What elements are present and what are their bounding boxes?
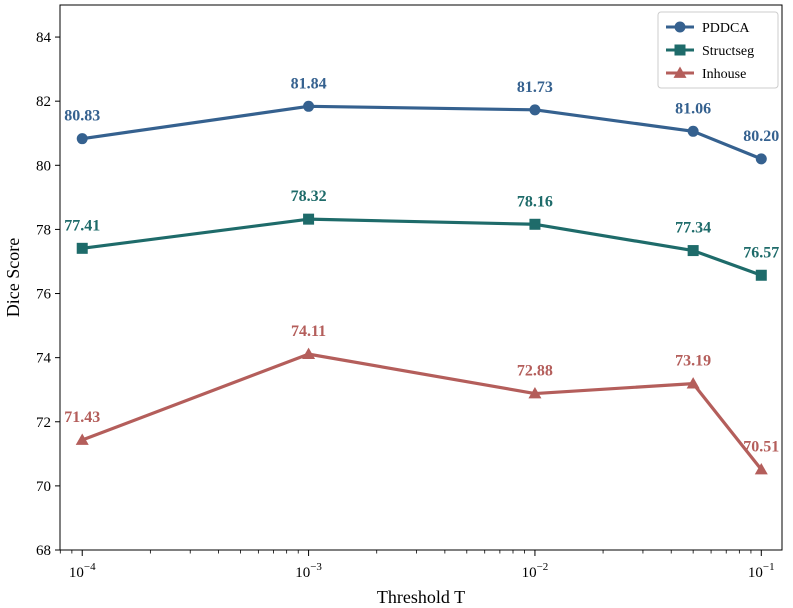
legend-label-pddca: PDDCA <box>702 21 750 36</box>
marker-structseg <box>76 242 88 254</box>
data-label-pddca: 80.20 <box>743 128 779 145</box>
x-tick-exponent: −1 <box>763 561 775 573</box>
x-tick-exponent: −3 <box>310 561 322 573</box>
data-label-structseg: 77.34 <box>675 220 711 237</box>
data-label-inhouse: 71.43 <box>64 409 100 426</box>
data-label-pddca: 80.83 <box>64 108 100 125</box>
x-tick-base: 10 <box>295 565 310 581</box>
x-tick-exponent: −4 <box>84 561 96 573</box>
data-label-inhouse: 73.19 <box>675 353 711 370</box>
data-label-pddca: 81.06 <box>675 100 711 117</box>
marker-structseg <box>755 269 767 281</box>
legend-marker-inhouse <box>673 66 687 78</box>
legend-label-inhouse: Inhouse <box>702 67 746 82</box>
marker-pddca <box>755 153 767 165</box>
marker-inhouse <box>754 463 768 475</box>
data-labels-layer: 80.83 81.84 81.73 81.06 80.20 77.41 78.32 78.16… <box>64 75 779 455</box>
y-tick-label: 68 <box>36 543 51 559</box>
data-label-inhouse: 74.11 <box>291 323 326 340</box>
y-tick-label: 78 <box>36 222 51 238</box>
marker-inhouse <box>75 433 89 445</box>
x-tick-label: 10−3 <box>295 561 322 581</box>
plot-frame <box>59 4 783 551</box>
y-tick-label: 76 <box>36 287 52 303</box>
marker-structseg <box>529 218 541 230</box>
x-tick-base: 10 <box>522 565 537 581</box>
data-label-inhouse: 70.51 <box>743 439 779 456</box>
marker-inhouse <box>302 347 316 359</box>
data-label-pddca: 81.84 <box>291 75 327 92</box>
series-layer <box>75 100 768 475</box>
series-line-structseg <box>80 217 763 277</box>
x-tick-label: 10−4 <box>69 561 96 581</box>
series-structseg <box>76 213 767 281</box>
marker-inhouse <box>528 387 542 399</box>
data-label-structseg: 76.57 <box>743 244 779 261</box>
data-label-pddca: 81.73 <box>517 79 553 96</box>
x-axis-label: Threshold T <box>377 587 465 607</box>
data-label-inhouse: 72.88 <box>517 363 553 380</box>
data-label-structseg: 78.16 <box>517 193 553 210</box>
series-pddca <box>76 100 767 165</box>
series-inhouse <box>75 347 768 475</box>
y-tick-label: 82 <box>36 94 51 110</box>
x-tick-base: 10 <box>69 565 84 581</box>
y-axis-label: Dice Score <box>3 238 23 317</box>
y-tick-label: 74 <box>36 351 52 367</box>
x-tick-label: 10−2 <box>522 561 549 581</box>
x-tick-base: 10 <box>748 565 763 581</box>
legend-box <box>657 11 779 89</box>
legend: PDDCA Structseg Inhouse <box>657 11 779 89</box>
marker-pddca <box>529 104 541 116</box>
y-tick-label: 72 <box>36 415 51 431</box>
legend-marker-pddca <box>674 21 686 33</box>
legend-marker-structseg <box>674 44 686 56</box>
x-tick-label: 10−1 <box>748 561 775 581</box>
marker-structseg <box>303 213 315 225</box>
marker-pddca <box>76 133 88 145</box>
y-tick-label: 70 <box>36 479 51 495</box>
data-label-structseg: 77.41 <box>64 217 100 234</box>
marker-inhouse <box>686 377 700 389</box>
y-tick-label: 84 <box>36 30 52 46</box>
marker-pddca <box>303 100 315 112</box>
x-tick-exponent: −2 <box>537 561 549 573</box>
legend-label-structseg: Structseg <box>702 44 754 59</box>
series-line-inhouse <box>80 352 763 472</box>
marker-pddca <box>687 125 699 137</box>
series-line-pddca <box>80 104 763 161</box>
data-label-structseg: 78.32 <box>291 188 327 205</box>
y-tick-label: 80 <box>36 158 51 174</box>
marker-structseg <box>687 245 699 257</box>
